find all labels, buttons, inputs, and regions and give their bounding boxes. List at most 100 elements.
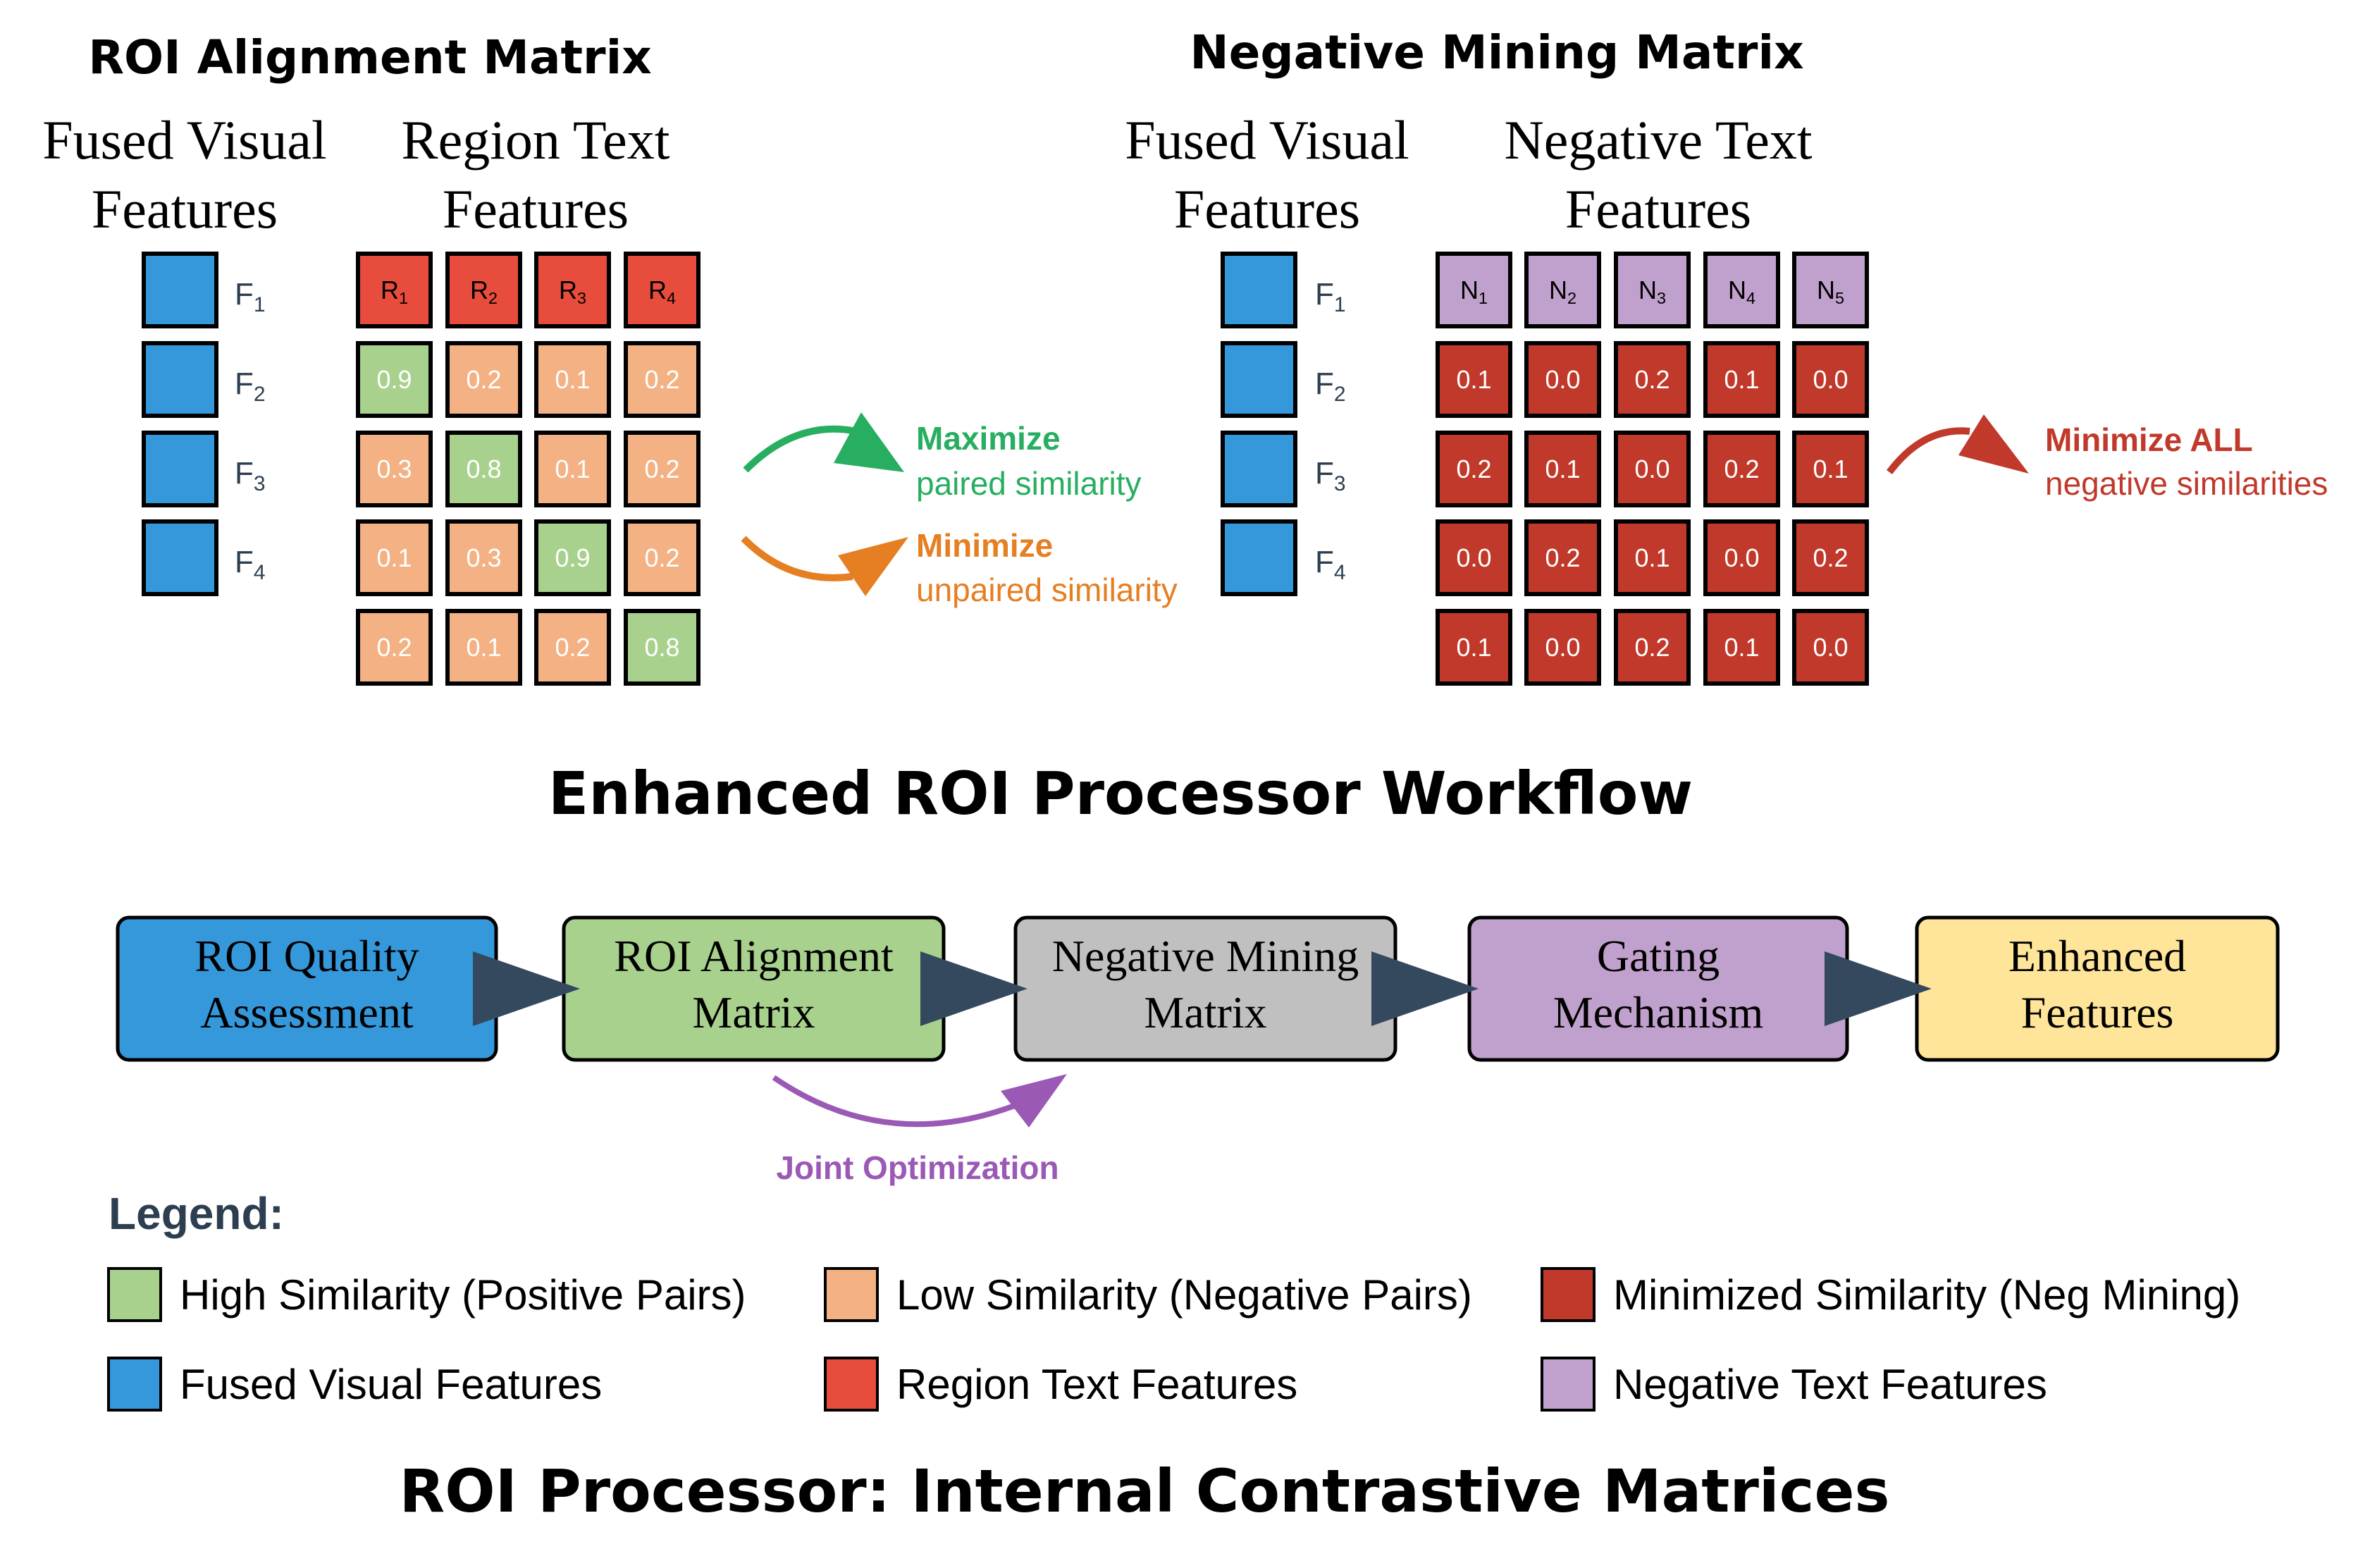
text-feature-header-label: N4 — [1728, 276, 1755, 307]
similarity-cell — [356, 519, 433, 596]
legend-title: Legend: — [109, 1188, 284, 1239]
similarity-value: 0.1 — [1634, 543, 1670, 572]
similarity-cell — [1614, 341, 1691, 418]
workflow-step-label: Mechanism — [1553, 987, 1764, 1037]
alignment-text-label-1: Region Text — [402, 109, 670, 171]
similarity-value: 0.8 — [466, 455, 501, 483]
similarity-value: 0.2 — [1634, 365, 1670, 394]
similarity-cell — [1792, 431, 1869, 507]
legend: High Similarity (Positive Pairs) Low Simi… — [107, 1267, 2240, 1412]
workflow-title: Enhanced ROI Processor Workflow — [548, 759, 1693, 828]
similarity-value: 0.1 — [555, 365, 590, 394]
similarity-value: 0.9 — [376, 365, 412, 394]
similarity-value: 0.0 — [1724, 543, 1759, 572]
similarity-cell — [1436, 519, 1512, 596]
similarity-value: 0.1 — [1545, 455, 1580, 483]
maximize-title: Maximize — [916, 420, 1061, 457]
footer-title: ROI Processor: Internal Contrastive Matr… — [400, 1457, 1890, 1526]
similarity-cell — [534, 431, 611, 507]
similarity-value: 0.2 — [376, 633, 412, 662]
similarity-cell — [624, 431, 700, 507]
similarity-cell — [1436, 341, 1512, 418]
minimize-all-title: Minimize ALL — [2045, 421, 2253, 458]
similarity-cell — [1703, 431, 1780, 507]
legend-swatch — [1541, 1267, 1596, 1322]
joint-optimization-label: Joint Optimization — [776, 1149, 1059, 1186]
alignment-title: ROI Alignment Matrix — [88, 30, 652, 85]
similarity-cell — [445, 519, 522, 596]
workflow-step-label: Matrix — [1144, 987, 1266, 1037]
legend-swatch — [824, 1267, 879, 1322]
legend-label: Fused Visual Features — [180, 1361, 602, 1408]
similarity-cell — [624, 519, 700, 596]
text-feature-header-cell — [445, 252, 522, 328]
text-feature-header-label: N1 — [1460, 276, 1488, 307]
legend-label: High Similarity (Positive Pairs) — [180, 1271, 746, 1319]
similarity-value: 0.1 — [1813, 455, 1848, 483]
workflow-arrow-icon — [1825, 951, 1932, 1026]
text-feature-header-label: R3 — [559, 276, 586, 307]
similarity-value: 0.9 — [555, 543, 590, 572]
feature-label: F3 — [235, 456, 266, 495]
workflow-arrow-icon — [920, 951, 1027, 1026]
similarity-value: 0.2 — [1545, 543, 1580, 572]
workflow-step-label: Gating — [1597, 931, 1720, 981]
minimize-all-sub: negative similarities — [2045, 465, 2328, 502]
similarity-cell — [1792, 519, 1869, 596]
negative-text-label-2: Features — [1565, 178, 1751, 240]
fused-visual-feature-box — [142, 519, 218, 596]
legend-swatch — [1541, 1357, 1596, 1412]
similarity-value: 0.2 — [644, 365, 679, 394]
similarity-cell — [1524, 519, 1601, 596]
text-feature-header-cell — [1436, 252, 1512, 328]
similarity-value: 0.0 — [1813, 365, 1848, 394]
legend-swatch — [107, 1267, 162, 1322]
text-feature-header-label: R2 — [470, 276, 498, 307]
text-feature-header-label: N5 — [1817, 276, 1844, 307]
text-feature-header-cell — [534, 252, 611, 328]
feature-label: F3 — [1315, 456, 1346, 495]
workflow-arrow-icon — [1371, 951, 1479, 1026]
workflow-step-label: ROI Alignment — [614, 931, 894, 981]
feature-label: F2 — [235, 366, 266, 406]
similarity-value: 0.1 — [466, 633, 501, 662]
minimize-title: Minimize — [916, 527, 1053, 564]
similarity-cell — [1436, 431, 1512, 507]
fused-visual-feature-box — [1221, 519, 1297, 596]
minimize-sub: unpaired similarity — [916, 572, 1178, 608]
joint-optimization-arrow — [772, 1074, 1067, 1128]
similarity-value: 0.0 — [1634, 455, 1670, 483]
legend-label: Low Similarity (Negative Pairs) — [896, 1271, 1472, 1319]
similarity-value: 0.0 — [1545, 633, 1580, 662]
workflow-step-label: Negative Mining — [1052, 931, 1359, 981]
similarity-cell — [1614, 609, 1691, 686]
similarity-value: 0.0 — [1813, 633, 1848, 662]
text-feature-header-cell — [1703, 252, 1780, 328]
fused-visual-feature-box — [142, 252, 218, 328]
similarity-cell — [624, 341, 700, 418]
similarity-cell — [1792, 609, 1869, 686]
negative-matrix: F1 F2 F3 F4 N1 N2 N3 N4 N5 0.1 0.0 0.2 0.1 0.0 0.2 0.1 0… — [1221, 252, 1869, 686]
similarity-value: 0.1 — [1456, 633, 1491, 662]
similarity-value: 0.0 — [1456, 543, 1491, 572]
fused-visual-feature-box — [1221, 431, 1297, 507]
maximize-sub: paired similarity — [916, 465, 1142, 502]
legend-swatch — [824, 1357, 879, 1412]
minimize-arrow — [741, 536, 908, 596]
workflow-step-label: ROI Quality — [195, 931, 419, 981]
maximize-arrow — [743, 412, 904, 473]
text-feature-header-cell — [1614, 252, 1691, 328]
similarity-value: 0.1 — [1724, 633, 1759, 662]
alignment-text-label-2: Features — [443, 178, 629, 240]
text-feature-header-label: N3 — [1638, 276, 1666, 307]
similarity-value: 0.1 — [1724, 365, 1759, 394]
alignment-visual-label-2: Features — [92, 178, 278, 240]
similarity-value: 0.2 — [644, 455, 679, 483]
negative-visual-label-2: Features — [1174, 178, 1360, 240]
similarity-cell — [1614, 519, 1691, 596]
workflow-step-label: Matrix — [692, 987, 815, 1037]
similarity-cell — [445, 431, 522, 507]
similarity-value: 0.2 — [466, 365, 501, 394]
similarity-value: 0.3 — [466, 543, 501, 572]
fused-visual-feature-box — [142, 341, 218, 418]
